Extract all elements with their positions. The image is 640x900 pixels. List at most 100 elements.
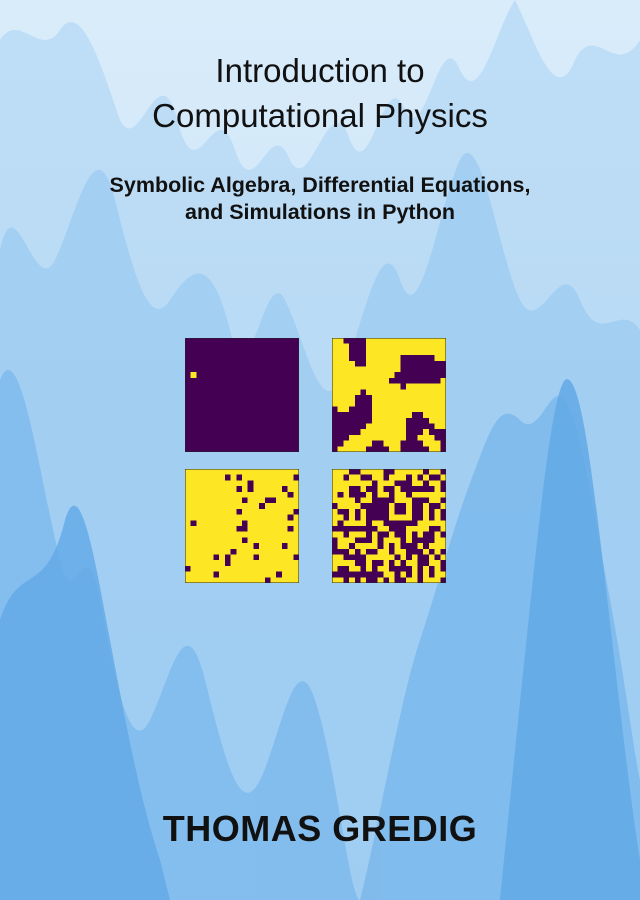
spin-up-cell	[360, 446, 367, 452]
spin-up-cell	[411, 389, 418, 395]
spin-up-cell	[337, 360, 344, 367]
spin-up-cell	[434, 343, 441, 350]
spin-up-cell	[287, 554, 294, 561]
spin-up-cell	[377, 429, 384, 435]
spin-up-cell	[270, 480, 277, 487]
spin-up-cell	[196, 526, 203, 532]
spin-up-cell	[337, 531, 344, 538]
spin-up-cell	[253, 548, 260, 555]
spin-up-cell	[343, 349, 350, 356]
spin-up-cell	[366, 440, 372, 447]
spin-up-cell	[332, 349, 338, 356]
spin-up-cell	[259, 497, 265, 504]
spin-up-cell	[360, 383, 367, 390]
spin-up-cell	[366, 377, 372, 384]
spin-up-cell	[389, 503, 395, 509]
spin-up-cell	[224, 543, 231, 549]
lattice-border	[332, 469, 446, 583]
spin-up-cell	[219, 560, 225, 566]
spin-up-cell	[202, 531, 208, 538]
spin-up-cell	[366, 423, 372, 430]
spin-up-cell	[434, 571, 441, 578]
spin-up-cell	[394, 360, 401, 367]
spin-up-cell	[349, 565, 355, 572]
spin-up-cell	[440, 395, 446, 401]
spin-up-cell	[270, 474, 277, 481]
spin-up-cell	[264, 503, 271, 509]
spin-up-cell	[383, 554, 389, 561]
spin-up-cell	[377, 377, 384, 384]
spin-up-cell	[337, 395, 344, 401]
spin-up-cell	[423, 526, 429, 532]
spin-up-cell	[253, 565, 260, 572]
spin-up-cell	[337, 406, 344, 413]
spin-up-cell	[349, 497, 355, 504]
spin-up-cell	[219, 469, 225, 475]
spin-up-cell	[394, 440, 401, 447]
spin-up-cell	[253, 480, 260, 487]
spin-up-cell	[389, 349, 395, 356]
spin-up-cell	[332, 520, 338, 526]
spin-up-cell	[428, 491, 435, 498]
spin-up-cell	[219, 508, 225, 515]
spin-up-cell	[247, 560, 254, 566]
spin-up-cell	[371, 543, 378, 549]
spin-up-cell	[196, 554, 203, 561]
spin-up-cell	[230, 571, 237, 578]
spin-up-cell	[270, 520, 277, 526]
spin-up-cell	[281, 560, 288, 566]
spin-up-cell	[354, 474, 361, 481]
spin-up-cell	[400, 406, 407, 413]
spin-up-cell	[406, 531, 412, 538]
spin-up-cell	[406, 383, 412, 390]
spin-up-cell	[343, 520, 350, 526]
spin-up-cell	[190, 560, 197, 566]
spin-up-cell	[264, 531, 271, 538]
spin-up-cell	[434, 543, 441, 549]
spin-up-cell	[190, 486, 197, 492]
spin-up-cell	[434, 389, 441, 395]
spin-up-cell	[264, 548, 271, 555]
spin-up-cell	[196, 577, 203, 583]
spin-up-cell	[281, 474, 288, 481]
spin-up-cell	[406, 389, 412, 395]
spin-up-cell	[247, 548, 254, 555]
spin-up-cell	[360, 429, 367, 435]
spin-up-cell	[366, 543, 372, 549]
spin-up-cell	[202, 497, 208, 504]
spin-up-cell	[213, 560, 220, 566]
spin-up-cell	[190, 577, 197, 583]
lattice-top-right	[332, 338, 446, 452]
spin-up-cell	[400, 343, 407, 350]
spin-up-cell	[190, 554, 197, 561]
spin-up-cell	[428, 343, 435, 350]
spin-up-cell	[406, 537, 412, 544]
spin-up-cell	[270, 486, 277, 492]
spin-up-cell	[343, 343, 350, 350]
spin-up-cell	[207, 571, 214, 578]
spin-up-cell	[242, 548, 248, 555]
spin-up-cell	[423, 412, 429, 418]
spin-up-cell	[377, 565, 384, 572]
spin-up-cell	[185, 514, 191, 521]
spin-up-cell	[428, 389, 435, 395]
spin-up-cell	[276, 531, 282, 538]
spin-up-cell	[366, 469, 372, 475]
spin-up-cell	[394, 446, 401, 452]
spin-up-cell	[371, 469, 378, 475]
spin-up-cell	[247, 554, 254, 561]
spin-up-cell	[434, 577, 441, 583]
spin-up-cell	[207, 508, 214, 515]
spin-up-cell	[287, 560, 294, 566]
spin-up-cell	[371, 338, 378, 344]
lattice-bottom-left	[185, 469, 299, 583]
spin-up-cell	[383, 548, 389, 555]
spin-up-cell	[411, 554, 418, 561]
spin-up-cell	[377, 349, 384, 356]
spin-up-cell	[196, 571, 203, 578]
spin-up-cell	[190, 508, 197, 515]
spin-up-cell	[196, 565, 203, 572]
spin-up-cell	[287, 571, 294, 578]
spin-up-cell	[242, 554, 248, 561]
spin-up-cell	[428, 406, 435, 413]
